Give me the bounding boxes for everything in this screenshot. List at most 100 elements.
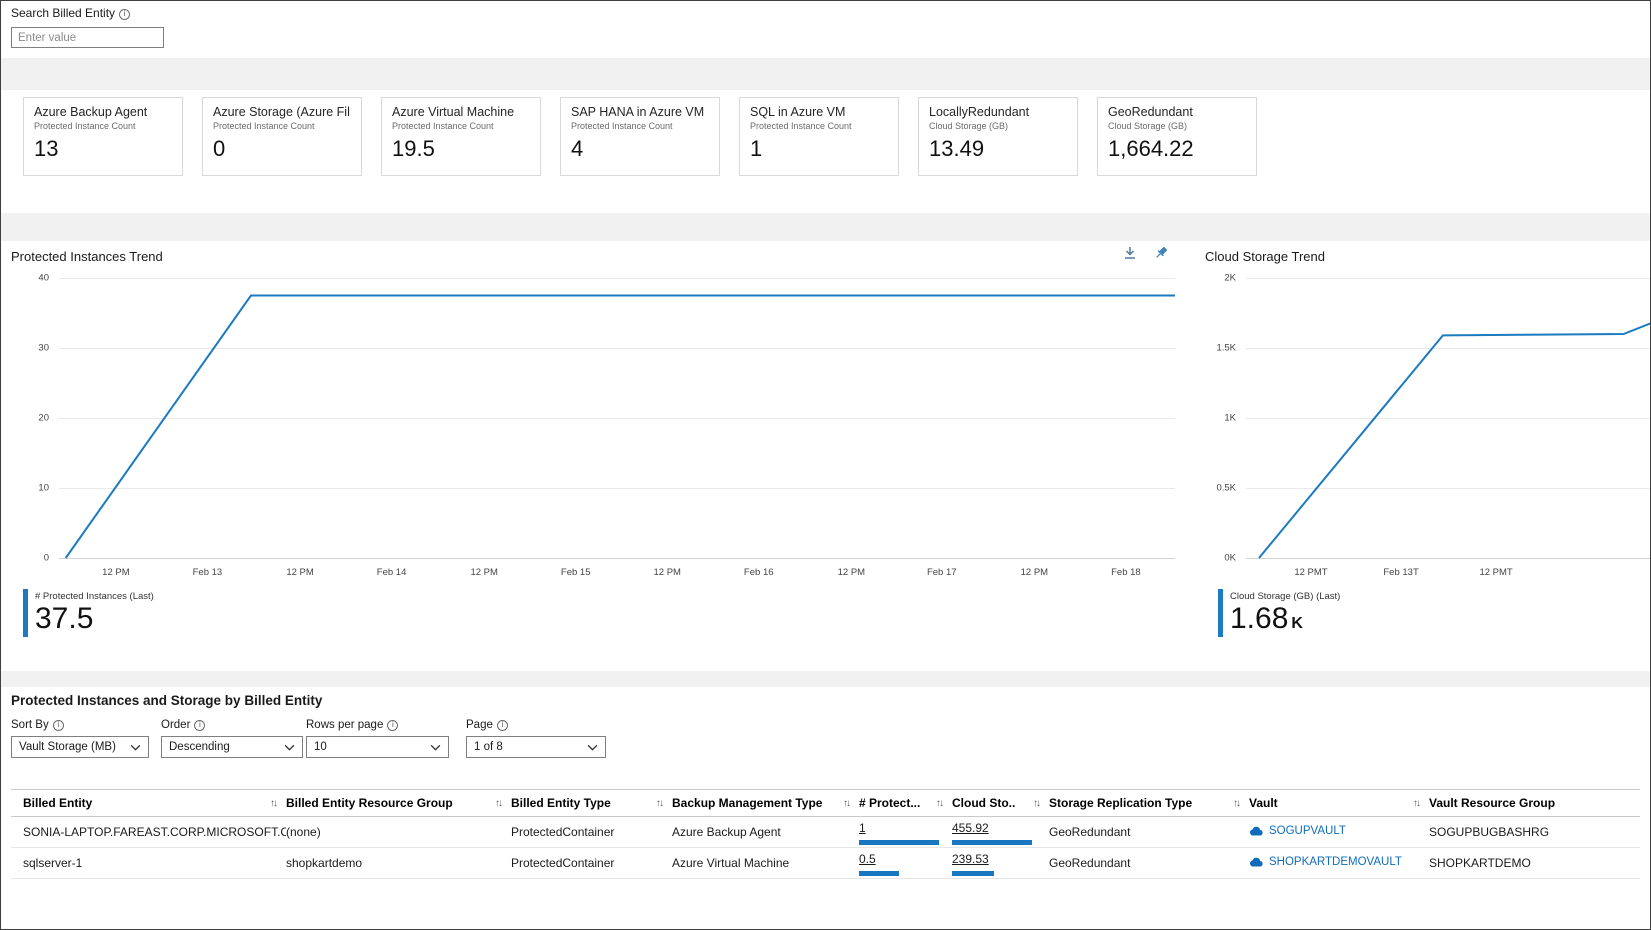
vault-cell: SOGUPVAULT <box>1249 816 1429 848</box>
kpi-card[interactable]: SAP HANA in Azure VM Protected Instance … <box>560 97 720 176</box>
column-label: Backup Management Type <box>672 796 823 810</box>
y-tick-label: 0 <box>43 552 49 564</box>
kpi-card[interactable]: Azure Backup Agent Protected Instance Co… <box>23 97 183 176</box>
kpi-title: LocallyRedundant <box>929 105 1030 119</box>
sort-icon[interactable]: ↑↓ <box>936 797 944 809</box>
column-label: Vault Resource Group <box>1429 796 1556 810</box>
gridline <box>1246 418 1650 419</box>
kpi-card[interactable]: Azure Storage (Azure Fil... Protected In… <box>202 97 362 176</box>
kpi-card[interactable]: Azure Virtual Machine Protected Instance… <box>381 97 541 176</box>
column-header[interactable]: Billed Entity ↑↓ <box>11 789 286 817</box>
x-tick-label: 12 PMT <box>1294 567 1328 578</box>
rows-per-page-dropdown[interactable]: 10 <box>306 736 449 758</box>
kpi-value: 13 <box>34 136 59 161</box>
column-header[interactable]: Storage Replication Type ↑↓ <box>1049 789 1249 817</box>
protected-count-cell: 1 <box>859 816 952 848</box>
entity-type-cell: ProtectedContainer <box>511 816 672 848</box>
legend-value: 1.68 K <box>1230 602 1303 635</box>
gridline <box>59 348 1175 349</box>
protected-count-link[interactable]: 1 <box>859 821 866 835</box>
x-tick-label: 12 PM <box>837 567 866 578</box>
replication-cell: GeoRedundant <box>1049 847 1249 879</box>
dropdown-value: 10 <box>314 741 327 753</box>
value-bar <box>859 871 899 876</box>
sort-icon[interactable]: ↑↓ <box>1413 797 1421 809</box>
column-label: Billed Entity <box>23 796 93 810</box>
kpi-title: SAP HANA in Azure VM <box>571 105 705 119</box>
column-header[interactable]: Vault Resource Group <box>1429 789 1640 817</box>
sort-icon[interactable]: ↑↓ <box>843 797 851 809</box>
sort-icon[interactable]: ↑↓ <box>495 797 503 809</box>
chevron-down-icon <box>130 744 141 751</box>
column-header[interactable]: Billed Entity Type ↑↓ <box>511 789 672 817</box>
column-label: Vault <box>1249 796 1278 810</box>
vault-cell: SHOPKARTDEMOVAULT <box>1249 847 1429 879</box>
kpi-title: Azure Virtual Machine <box>392 105 515 119</box>
sort-icon[interactable]: ↑↓ <box>1033 797 1041 809</box>
info-icon: i <box>52 719 64 731</box>
gridline <box>59 558 1175 559</box>
sort-by-dropdown[interactable]: Vault Storage (MB) <box>11 736 149 758</box>
vault-rg-cell: SOGUPBUGBASHRG <box>1429 816 1640 848</box>
chart-legend: # Protected Instances (Last) 37.5 <box>23 589 154 637</box>
kpi-title: SQL in Azure VM <box>750 105 846 119</box>
kpi-card[interactable]: SQL in Azure VM Protected Instance Count… <box>739 97 899 176</box>
pin-icon[interactable] <box>1152 244 1170 262</box>
legend-label: Cloud Storage (GB) (Last) <box>1230 591 1341 602</box>
kpi-subtitle: Protected Instance Count <box>34 121 136 131</box>
kpi-cards: Azure Backup Agent Protected Instance Co… <box>23 97 1257 176</box>
x-tick-label: Feb 13T <box>1383 567 1419 578</box>
trend-line <box>59 278 1175 558</box>
x-tick-label: 12 PM <box>102 567 130 578</box>
column-header[interactable]: Cloud Sto.. ↑↓ <box>952 789 1049 817</box>
kpi-card[interactable]: GeoRedundant Cloud Storage (GB) 1,664.22 <box>1097 97 1257 176</box>
backup-type-cell: Azure Backup Agent <box>672 816 859 848</box>
value-bar <box>952 840 1032 845</box>
cloud-storage-link[interactable]: 239.53 <box>952 852 989 866</box>
y-tick-label: 1K <box>1224 412 1236 424</box>
legend-value: 37.5 <box>35 602 94 635</box>
sort-icon[interactable]: ↑↓ <box>1233 797 1241 809</box>
column-header[interactable]: # Protect... ↑↓ <box>859 789 952 817</box>
x-tick-label: Feb 14 <box>376 567 407 578</box>
resource-group-cell: (none) <box>286 816 511 848</box>
column-header[interactable]: Backup Management Type ↑↓ <box>672 789 859 817</box>
table-row[interactable]: sqlserver-1 shopkartdemo ProtectedContai… <box>11 847 1640 879</box>
x-tick-label: 12 PM <box>470 567 498 578</box>
cloud-icon <box>1249 826 1263 836</box>
chart-toolbar <box>1121 244 1170 262</box>
column-header[interactable]: Vault ↑↓ <box>1249 789 1429 817</box>
protected-instances-chart: Protected Instances Trend 40 30 20 10 0 12 P… <box>11 245 1177 657</box>
protected-count-link[interactable]: 0.5 <box>859 852 876 866</box>
x-axis: 12 PM Feb 13 12 PM Feb 14 12 PM Feb 15 12 PM Fe… <box>59 567 1175 581</box>
filter-label: Page i <box>466 719 606 731</box>
dropdown-value: Descending <box>169 741 230 753</box>
search-billed-entity: Search Billed Entity i <box>11 4 164 48</box>
vault-link[interactable]: SOGUPVAULT <box>1249 825 1346 837</box>
column-label: # Protect... <box>859 796 921 810</box>
table-header-row: Billed Entity ↑↓ Billed Entity Resource Gr… <box>11 789 1640 817</box>
kpi-subtitle: Cloud Storage (GB) <box>929 121 1009 131</box>
kpi-card[interactable]: LocallyRedundant Cloud Storage (GB) 13.4… <box>918 97 1078 176</box>
plot-area <box>1246 278 1650 558</box>
chart-title: Cloud Storage Trend <box>1205 249 1325 264</box>
column-label: Cloud Sto.. <box>952 796 1016 810</box>
download-icon[interactable] <box>1121 244 1139 262</box>
cloud-icon <box>1249 857 1263 867</box>
order-dropdown[interactable]: Descending <box>161 736 303 758</box>
replication-cell: GeoRedundant <box>1049 816 1249 848</box>
y-tick-label: 20 <box>38 412 49 424</box>
page-dropdown[interactable]: 1 of 8 <box>466 736 606 758</box>
vault-link[interactable]: SHOPKARTDEMOVAULT <box>1249 856 1402 868</box>
kpi-value: 13.49 <box>929 136 985 161</box>
table-row[interactable]: SONIA-LAPTOP.FAREAST.CORP.MICROSOFT.COM … <box>11 816 1640 848</box>
column-label: Billed Entity Resource Group <box>286 796 453 810</box>
cloud-storage-link[interactable]: 455.92 <box>952 821 989 835</box>
kpi-subtitle: Protected Instance Count <box>571 121 673 131</box>
kpi-title: Azure Storage (Azure Fil... <box>213 105 351 119</box>
search-input[interactable] <box>11 27 164 48</box>
column-header[interactable]: Billed Entity Resource Group ↑↓ <box>286 789 511 817</box>
sort-icon[interactable]: ↑↓ <box>270 797 278 809</box>
filter-order: Order i Descending <box>161 719 303 758</box>
sort-icon[interactable]: ↑↓ <box>656 797 664 809</box>
